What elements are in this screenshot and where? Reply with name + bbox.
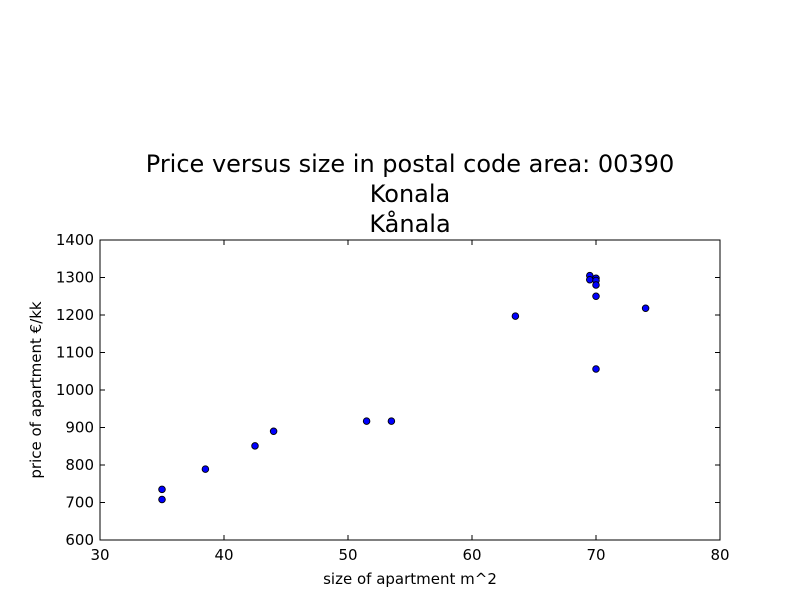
plot-area-frame	[99, 239, 721, 541]
x-tick-label: 80	[710, 546, 729, 564]
data-point	[387, 417, 396, 425]
data-point	[511, 312, 520, 320]
data-points	[158, 271, 650, 504]
x-tick-label: 40	[214, 546, 233, 564]
y-tick-label: 1300	[56, 269, 94, 287]
x-axis-label: size of apartment m^2	[323, 570, 497, 588]
y-tick-label: 600	[65, 531, 94, 549]
data-point	[201, 465, 210, 473]
x-tick-label: 50	[338, 546, 357, 564]
data-point	[362, 417, 371, 425]
chart-title-line-1: Price versus size in postal code area: 0…	[146, 150, 674, 178]
x-tick-label: 70	[586, 546, 605, 564]
chart-title-line-3: Kånala	[369, 209, 450, 238]
y-tick-label: 800	[65, 456, 94, 474]
data-point	[269, 427, 278, 436]
data-point	[592, 365, 600, 373]
data-point	[158, 485, 166, 494]
x-tick-label: 60	[462, 546, 481, 564]
chart-title-line-2: Konala	[370, 180, 451, 208]
y-tick-label: 1400	[56, 231, 94, 249]
x-axis-ticks: 30 40 50 60 70 80	[90, 240, 730, 564]
y-tick-label: 1000	[56, 381, 94, 399]
y-tick-label: 1200	[56, 306, 94, 324]
y-axis-label: price of apartment €/kk	[27, 301, 45, 479]
data-point	[592, 292, 600, 301]
data-point	[158, 495, 166, 504]
data-point	[592, 281, 600, 289]
chart-title: Price versus size in postal code area: 0…	[146, 150, 674, 238]
y-tick-label: 900	[65, 419, 94, 437]
y-axis-ticks: 600 700 800 900 1000 1100 1200 1300 1400	[56, 231, 720, 549]
data-point	[251, 442, 259, 450]
y-tick-label: 1100	[56, 344, 94, 362]
data-point	[641, 304, 650, 313]
data-point	[586, 276, 594, 284]
y-tick-label: 700	[65, 494, 94, 512]
x-tick-label: 30	[90, 546, 109, 564]
